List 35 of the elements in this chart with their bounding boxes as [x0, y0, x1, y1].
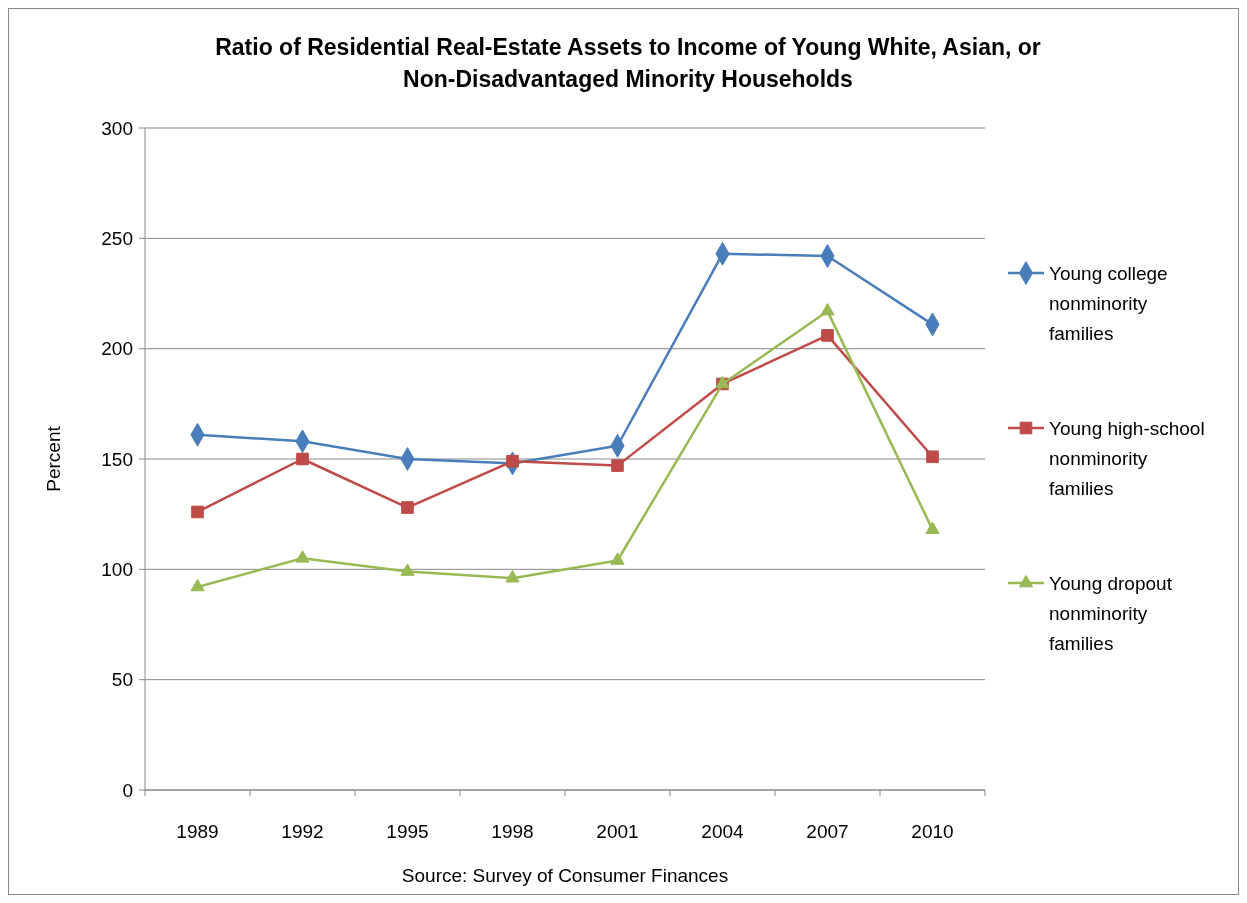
point — [401, 501, 414, 514]
legend-label: Young high-school nonminority families — [1049, 417, 1205, 499]
point — [925, 521, 940, 534]
point — [821, 329, 834, 342]
point — [295, 550, 310, 563]
x-tick-label: 1992 — [281, 821, 324, 842]
point — [400, 563, 415, 576]
source-note: Source: Survey of Consumer Finances — [401, 865, 729, 886]
y-tick-label: 50 — [111, 669, 133, 691]
y-tick-label: 300 — [101, 117, 133, 139]
x-tick-label: 1989 — [176, 821, 219, 842]
y-tick-label: 150 — [101, 448, 133, 470]
y-axis-title: Percent — [43, 425, 64, 492]
legend-label: Young college nonminority families — [1049, 262, 1168, 344]
point — [926, 450, 939, 464]
point — [191, 505, 204, 519]
point — [190, 578, 205, 592]
x-tick-label: 1998 — [491, 821, 534, 842]
x-tick-label: 2007 — [806, 821, 849, 842]
x-tick-label: 2004 — [701, 821, 745, 842]
point — [610, 552, 625, 565]
y-tick-label: 250 — [101, 227, 133, 249]
x-tick-label: 2010 — [911, 821, 954, 842]
point — [506, 454, 519, 468]
y-tick-label: 200 — [101, 338, 133, 360]
legend-label: Young dropout nonminority families — [1049, 572, 1173, 654]
y-tick-label: 100 — [101, 558, 133, 580]
point — [611, 459, 624, 472]
point — [296, 452, 309, 466]
x-tick-label: 2001 — [596, 821, 639, 842]
y-tick-label: 0 — [122, 779, 133, 801]
point — [505, 570, 520, 583]
point — [820, 303, 835, 316]
chart-title: Ratio of Residential Real-Estate Assets to Income of Young White, Asian, or Non-Disadvantaged Minority Households — [215, 34, 1041, 92]
x-tick-label: 1995 — [386, 821, 429, 842]
